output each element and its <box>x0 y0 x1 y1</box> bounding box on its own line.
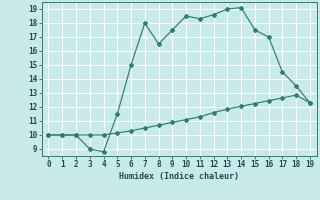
X-axis label: Humidex (Indice chaleur): Humidex (Indice chaleur) <box>119 172 239 181</box>
